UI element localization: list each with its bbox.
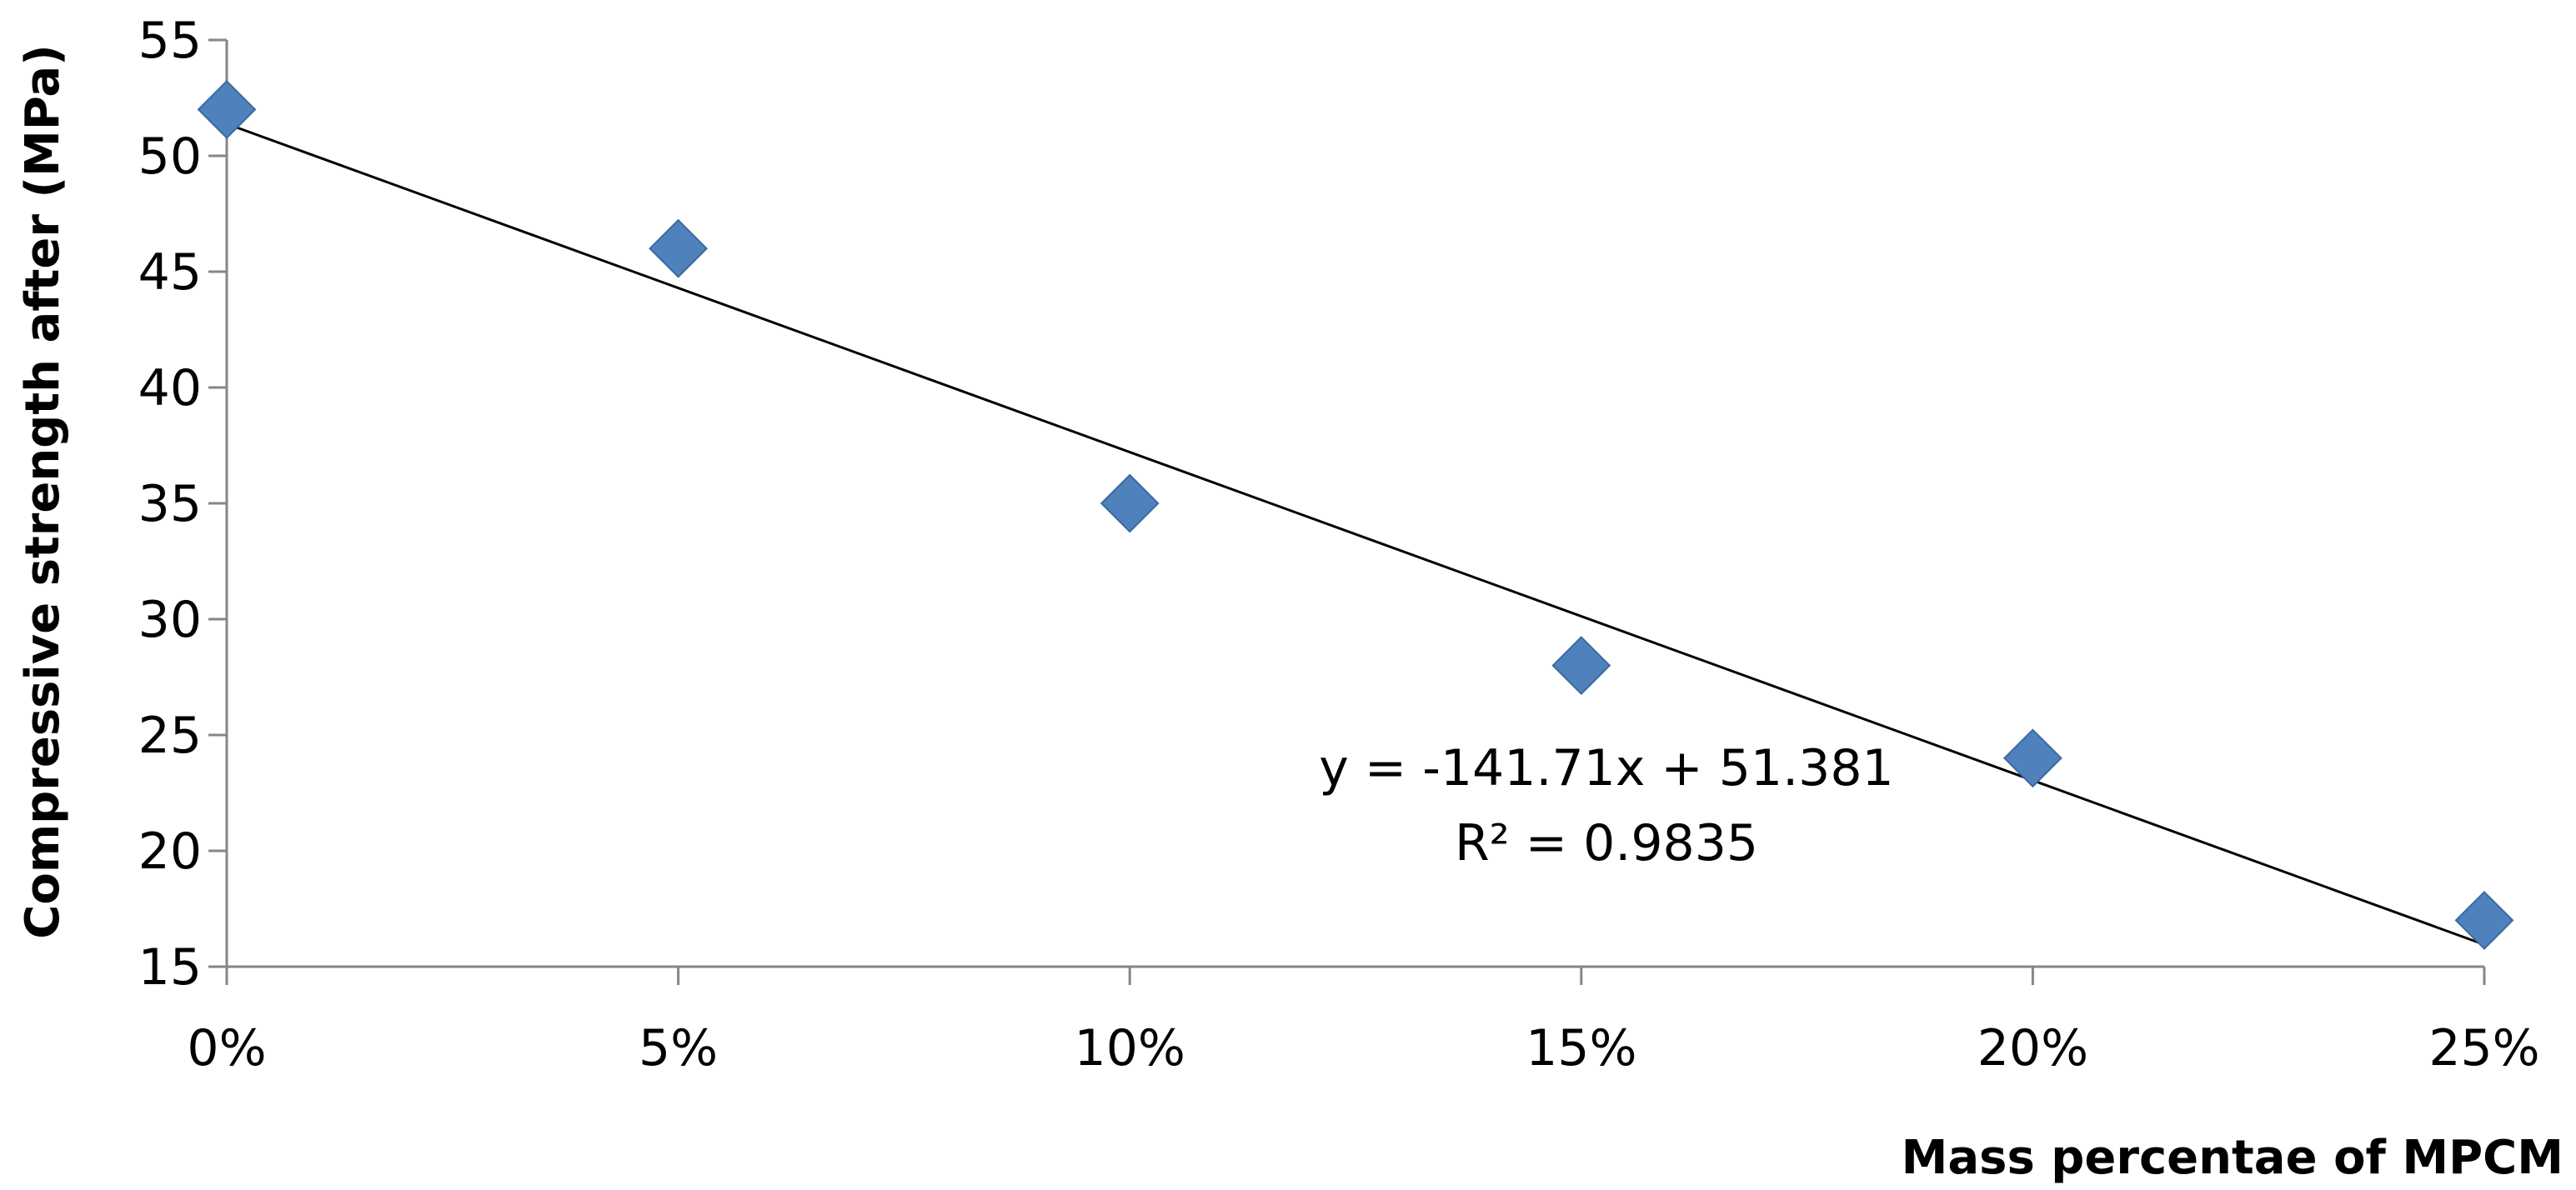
trendline xyxy=(226,122,2485,946)
x-tick-label: 25% xyxy=(2428,1019,2539,1078)
data-point xyxy=(2454,890,2514,950)
y-tick-label: 20 xyxy=(138,822,202,881)
data-point xyxy=(1100,473,1160,533)
y-tick-label: 55 xyxy=(138,12,202,70)
data-points xyxy=(197,79,2514,950)
tick-labels: 15 20 25 30 35 40 45 50 55 0% 5% 10% 15% 20% 25% xyxy=(138,12,2540,1078)
data-point xyxy=(649,218,709,278)
x-tick-label: 5% xyxy=(639,1019,718,1078)
y-tick-label: 15 xyxy=(138,938,202,997)
trendline-equation: y = -141.71x + 51.381 xyxy=(1319,739,1893,798)
r-squared-label: R² = 0.9835 xyxy=(1455,814,1758,872)
y-tick-label: 40 xyxy=(138,359,202,418)
y-axis-title: Compressive strength after (MPa) xyxy=(16,44,70,939)
y-tick-label: 35 xyxy=(138,475,202,533)
x-tick-label: 0% xyxy=(187,1019,266,1078)
trendline-layer xyxy=(226,122,2485,946)
axes xyxy=(208,38,2486,985)
y-tick-label: 45 xyxy=(138,243,202,302)
x-axis-title: Mass percentae of MPCM xyxy=(1902,1131,2563,1185)
y-tick-label: 30 xyxy=(138,591,202,649)
data-point xyxy=(197,79,257,139)
x-tick-label: 15% xyxy=(1526,1019,1636,1078)
x-tick-label: 10% xyxy=(1075,1019,1185,1078)
data-point xyxy=(2002,728,2062,788)
data-point xyxy=(1551,636,1611,696)
y-tick-label: 50 xyxy=(138,128,202,186)
x-tick-label: 20% xyxy=(1977,1019,2088,1078)
y-tick-label: 25 xyxy=(138,707,202,765)
